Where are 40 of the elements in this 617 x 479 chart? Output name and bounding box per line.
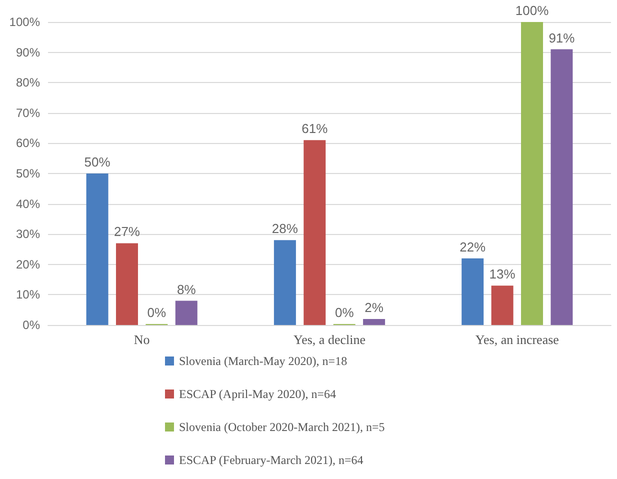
data-label: 28% <box>272 221 298 236</box>
bar <box>550 49 573 325</box>
legend-label: ESCAP (April-May 2020), n=64 <box>179 387 336 401</box>
data-label: 2% <box>364 300 384 315</box>
y-tick-label: 20% <box>16 257 40 272</box>
bar <box>175 300 198 325</box>
legend-label: Slovenia (March-May 2020), n=18 <box>179 354 348 368</box>
data-label: 0% <box>147 305 167 320</box>
bar <box>491 286 514 325</box>
y-tick-label: 70% <box>16 106 40 120</box>
data-label: 13% <box>489 266 516 282</box>
bar <box>363 318 386 325</box>
data-label: 50% <box>84 154 111 170</box>
data-label: 61% <box>302 121 328 136</box>
legend-label: Slovenia (October 2020-March 2021), n=5 <box>179 420 385 434</box>
data-label: 8% <box>176 282 196 297</box>
bar <box>462 258 484 325</box>
x-tick-label: Yes, an increase <box>475 332 560 347</box>
data-label: 0% <box>334 305 354 320</box>
y-tick-label: 60% <box>16 136 40 150</box>
x-tick-label: Yes, a decline <box>294 332 366 347</box>
bar <box>86 174 108 325</box>
data-label: 22% <box>460 239 486 254</box>
data-label: 100% <box>515 3 550 18</box>
bar <box>304 140 326 325</box>
x-tick-label: No <box>134 332 150 347</box>
y-tick-label: 50% <box>16 166 40 180</box>
y-tick-label: 80% <box>16 76 40 90</box>
bar <box>521 22 544 325</box>
data-label: 91% <box>548 30 576 46</box>
y-tick-label: 30% <box>16 227 40 242</box>
y-tick-label: 100% <box>9 15 40 29</box>
y-tick-label: 40% <box>16 196 40 211</box>
data-label: 27% <box>114 224 140 240</box>
y-tick-label: 10% <box>16 288 40 302</box>
y-tick-label: 90% <box>16 45 40 60</box>
legend-label: ESCAP (February-March 2021), n=64 <box>179 453 364 467</box>
bar <box>274 240 296 325</box>
y-tick-label: 0% <box>22 318 40 332</box>
bar <box>116 243 138 325</box>
